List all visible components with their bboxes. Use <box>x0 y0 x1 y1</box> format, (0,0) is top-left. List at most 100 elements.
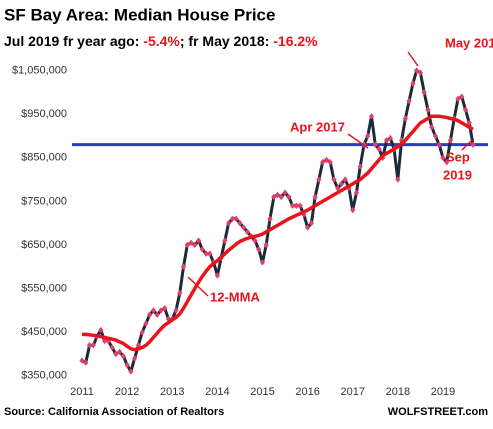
marker <box>301 211 307 218</box>
marker <box>162 305 168 312</box>
marker <box>117 348 123 356</box>
marker <box>462 106 469 113</box>
chart-title: SF Bay Area: Median House Price <box>4 5 275 24</box>
marker <box>387 134 393 142</box>
marker <box>263 241 269 249</box>
marker <box>154 311 160 318</box>
marker <box>459 93 465 100</box>
annotation: 2019 <box>443 167 472 182</box>
marker <box>229 215 235 223</box>
marker <box>470 141 476 148</box>
marker <box>376 145 382 153</box>
marker <box>150 307 157 314</box>
marker <box>132 355 138 362</box>
y-tick-label: $1,050,000 <box>12 64 67 76</box>
marker <box>353 189 360 196</box>
marker <box>244 228 251 236</box>
marker <box>399 137 405 144</box>
marker <box>327 158 333 166</box>
marker <box>226 219 232 227</box>
x-tick-label: 2019 <box>431 386 455 398</box>
y-tick-label: $450,000 <box>21 326 67 338</box>
marker <box>113 350 119 358</box>
marker <box>124 361 130 369</box>
annotation-pointer <box>347 133 369 149</box>
marker <box>402 115 408 122</box>
y-tick-label: $950,000 <box>21 108 67 120</box>
marker <box>203 250 209 257</box>
marker <box>147 311 153 318</box>
label-pointer <box>187 276 209 297</box>
marker <box>173 307 179 314</box>
annotation-pointer <box>407 51 419 67</box>
x-tick-label: 2011 <box>70 386 94 398</box>
marker <box>342 176 348 183</box>
marker <box>447 137 454 144</box>
annotation: Sep <box>446 149 470 164</box>
marker <box>417 69 423 76</box>
marker <box>214 272 220 279</box>
marker <box>86 342 93 349</box>
subtitle-part: Jul 2019 fr year ago: <box>4 33 143 49</box>
marker <box>323 156 329 164</box>
marker <box>316 176 322 183</box>
marker <box>432 132 439 140</box>
marker <box>365 132 371 140</box>
y-tick-label: $350,000 <box>21 370 67 382</box>
marker <box>383 137 390 144</box>
marker <box>177 289 183 297</box>
marker <box>271 193 277 201</box>
marker <box>455 95 461 103</box>
x-tick-label: 2014 <box>205 386 229 398</box>
marker <box>120 352 126 360</box>
marker <box>436 141 442 148</box>
x-tick-label: 2012 <box>115 386 139 398</box>
marker <box>233 215 239 223</box>
subtitle-part: -5.4% <box>143 33 180 49</box>
marker <box>406 97 412 105</box>
marker <box>192 241 198 249</box>
marker <box>128 368 134 375</box>
marker <box>282 189 288 196</box>
marker <box>83 359 89 366</box>
price-line <box>81 69 475 373</box>
marker <box>357 163 363 170</box>
y-tick-label: $650,000 <box>21 239 67 251</box>
marker <box>372 141 378 148</box>
marker <box>286 193 292 201</box>
annotation: May 2018 <box>445 35 493 50</box>
marker <box>414 67 420 74</box>
x-tick-label: 2015 <box>250 386 274 398</box>
y-tick-label: $550,000 <box>21 282 67 294</box>
marker <box>158 307 164 314</box>
marker <box>139 329 145 336</box>
x-tick-label: 2013 <box>160 386 184 398</box>
annotation: Apr 2017 <box>290 119 345 134</box>
marker <box>410 80 416 87</box>
marker <box>305 224 311 231</box>
marker <box>289 202 296 209</box>
credit: WOLFSTREET.com <box>388 406 488 418</box>
marker <box>297 202 303 209</box>
marker <box>79 357 85 364</box>
marker <box>199 246 205 253</box>
marker <box>278 193 284 201</box>
marker <box>98 326 104 334</box>
marker <box>222 237 228 244</box>
marker <box>444 158 450 166</box>
marker <box>241 224 247 231</box>
marker <box>188 239 194 246</box>
x-tick-label: 2016 <box>295 386 319 398</box>
marker <box>256 246 262 253</box>
subtitle-part: -16.2% <box>273 33 318 49</box>
marker <box>350 206 356 214</box>
marker <box>368 113 375 120</box>
marker <box>252 237 258 244</box>
marker <box>195 237 202 244</box>
mma-line <box>82 114 474 352</box>
x-tick-label: 2017 <box>340 386 364 398</box>
marker <box>90 342 96 349</box>
subtitle-part: ; fr May 2018: <box>180 33 273 49</box>
marker <box>109 344 115 351</box>
